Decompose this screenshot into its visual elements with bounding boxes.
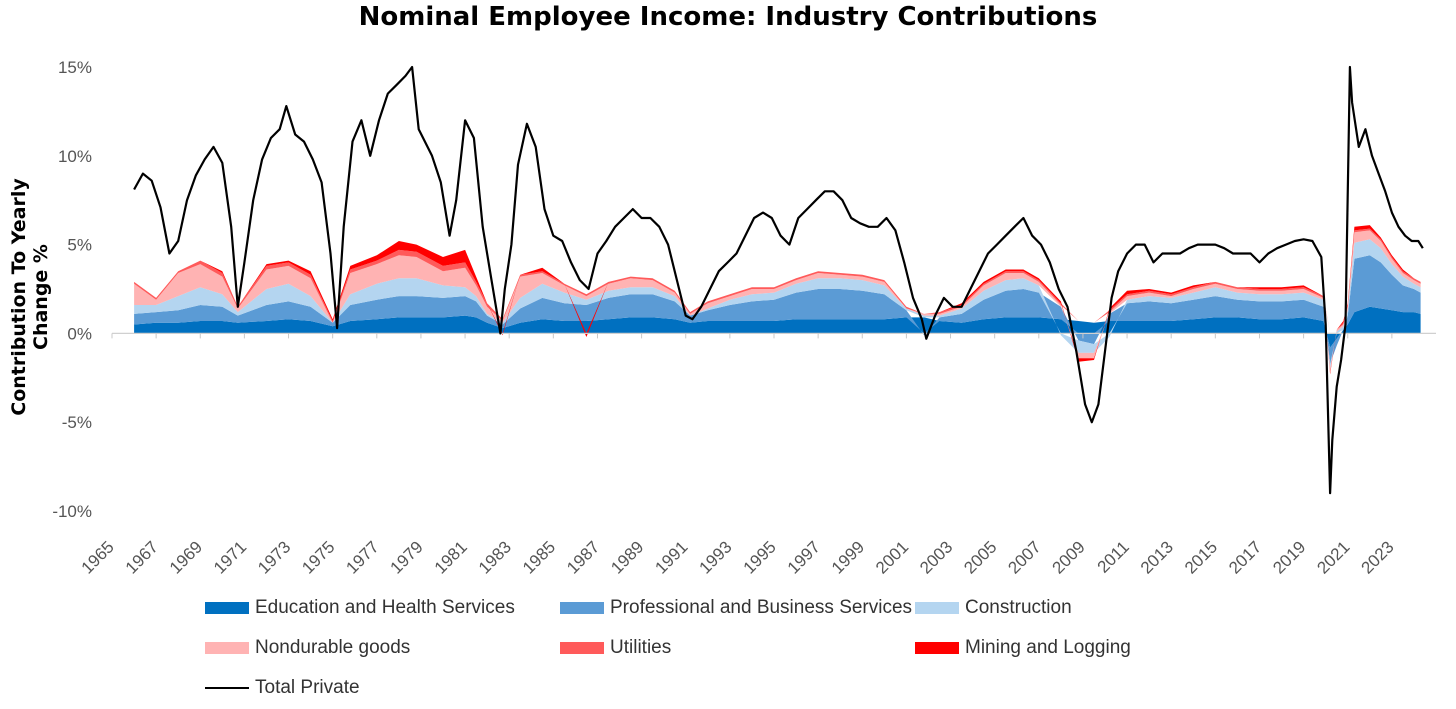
x-tick-label: 1985: [519, 537, 559, 577]
legend-item-total-private: Total Private: [205, 676, 360, 700]
legend-swatch-utilities: [560, 642, 604, 654]
legend-item-utilities: Utilities: [560, 636, 671, 660]
chart-title: Nominal Employee Income: Industry Contri…: [358, 2, 1098, 32]
legend-item-mining-logging: Mining and Logging: [915, 636, 1131, 660]
area-mining-and-logging: [134, 225, 1421, 375]
x-tick-label: 1975: [298, 537, 338, 577]
x-tick-label: 1971: [210, 537, 250, 577]
x-tick-label: 1989: [607, 537, 647, 577]
area-professional-and-business-services: [134, 255, 1421, 364]
x-tick-label: 1969: [166, 537, 206, 577]
x-tick-label: 2021: [1313, 537, 1353, 577]
area-education-and-health-services: [134, 306, 1421, 348]
x-tick-label: 1987: [563, 537, 603, 577]
legend-label-education-health: Education and Health Services: [255, 597, 515, 618]
legend-swatch-mining-logging: [915, 642, 959, 654]
legend-label-construction: Construction: [965, 597, 1072, 618]
x-tick-label: 1967: [122, 537, 162, 577]
x-tick-label: 2013: [1137, 537, 1177, 577]
x-tick-label: 1973: [254, 537, 294, 577]
legend-swatch-education-health: [205, 602, 249, 614]
x-tick-label: 1977: [342, 537, 382, 577]
x-tick-label: 2017: [1225, 537, 1265, 577]
y-tick-label: 15%: [58, 58, 92, 77]
x-tick-label: 2011: [1094, 537, 1133, 576]
legend-label-nondurable: Nondurable goods: [255, 637, 411, 658]
stacked-areas: [134, 225, 1421, 375]
x-tick-label: 1995: [740, 537, 780, 577]
legend: Education and Health Services Profession…: [205, 596, 1305, 706]
legend-label-mining-logging: Mining and Logging: [965, 637, 1131, 658]
x-tick-label: 2019: [1269, 537, 1309, 577]
x-tick-label: 1965: [78, 537, 118, 577]
legend-swatch-construction: [915, 602, 959, 614]
x-tick-label: 1993: [696, 537, 736, 577]
legend-label-utilities: Utilities: [610, 637, 672, 658]
legend-swatch-professional-business: [560, 602, 604, 614]
y-tick-label: 5%: [67, 236, 92, 255]
x-tick-label: 2009: [1049, 537, 1089, 577]
x-tick-label: 2003: [916, 537, 956, 577]
x-tick-label: 2007: [1004, 537, 1044, 577]
x-tick-label: 1999: [828, 537, 868, 577]
x-tick-label: 1991: [651, 537, 691, 577]
x-tick-label: 1983: [475, 537, 515, 577]
y-tick-label: -10%: [52, 502, 92, 521]
x-tick-label: 2015: [1181, 537, 1221, 577]
legend-label-professional-business: Professional and Business Services: [610, 597, 913, 618]
line-total-private: [133, 65, 1424, 495]
y-tick-label: -5%: [62, 413, 92, 432]
x-tick-label: 1981: [431, 537, 471, 577]
legend-swatch-total-private: [205, 687, 249, 689]
x-tick-label: 1979: [387, 537, 427, 577]
x-tick-label: 2005: [960, 537, 1000, 577]
y-tick-label: 0%: [67, 324, 92, 343]
legend-item-construction: Construction: [915, 596, 1072, 620]
x-tick-label: 2001: [872, 537, 912, 577]
legend-item-professional-business: Professional and Business Services: [560, 596, 912, 620]
x-tick-label: 2023: [1358, 537, 1398, 577]
legend-item-nondurable: Nondurable goods: [205, 636, 410, 660]
legend-swatch-nondurable: [205, 642, 249, 654]
legend-label-total-private: Total Private: [255, 677, 360, 698]
y-tick-label: 10%: [58, 147, 92, 166]
x-tick-label: 1997: [784, 537, 824, 577]
legend-item-education-health: Education and Health Services: [205, 596, 515, 620]
